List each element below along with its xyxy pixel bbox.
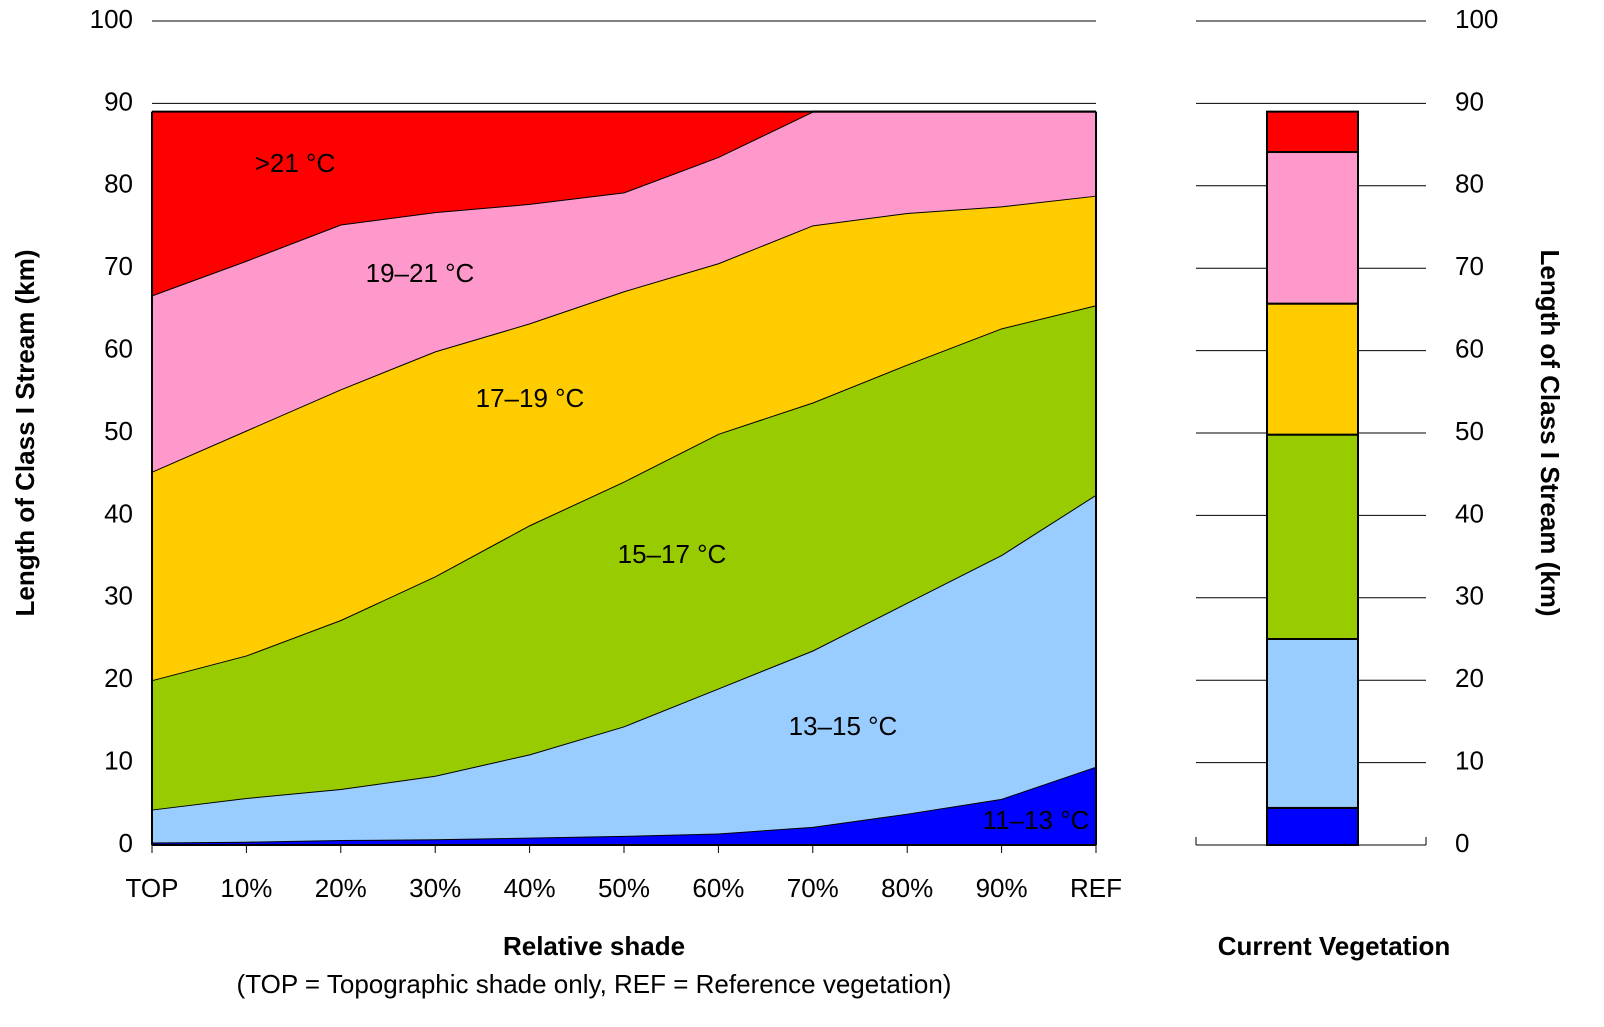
area: [152, 494, 1096, 843]
x-axis-title: Relative shade: [503, 931, 685, 961]
x-tick-label: TOP: [126, 873, 179, 903]
y-tick-label: 0: [1455, 828, 1469, 858]
bar-segment: [1266, 151, 1359, 305]
x-tick-label: 80%: [881, 873, 933, 903]
y-tick-label: 10: [1455, 745, 1484, 775]
y-tick-label: 100: [90, 4, 133, 34]
note: (TOP = Topographic shade only, REF = Ref…: [237, 969, 952, 999]
x-tick-label: 40%: [504, 873, 556, 903]
area-label: 19–21 °C: [366, 258, 475, 288]
y-tick-label: 30: [104, 581, 133, 611]
area-label: >21 °C: [255, 148, 336, 178]
x-tick-label: 20%: [315, 873, 367, 903]
area-label: 13–15 °C: [789, 711, 898, 741]
y-tick-label: 80: [1455, 169, 1484, 199]
y-tick-label: 40: [104, 498, 133, 528]
bar-segment: [1266, 302, 1359, 436]
y-tick-label: 60: [104, 333, 133, 363]
x-tick-label: 70%: [787, 873, 839, 903]
x-tick-label: 90%: [976, 873, 1028, 903]
y-tick-label: 30: [1455, 581, 1484, 611]
bar-segment: [1266, 110, 1359, 154]
y-tick-label: 90: [104, 86, 133, 116]
y-tick-label: 40: [1455, 498, 1484, 528]
x-tick-label: 10%: [220, 873, 272, 903]
bar-segment: [1266, 638, 1359, 809]
area: [152, 305, 1096, 810]
y-tick-label: 0: [119, 828, 133, 858]
area-label: 15–17 °C: [618, 539, 727, 569]
y-axis-title: Length of Class I Stream (km): [10, 250, 40, 617]
area-label: 11–13 °C: [983, 805, 1090, 835]
y-tick-label: 70: [104, 251, 133, 281]
bar-segment: [1266, 806, 1359, 846]
y-tick-label: 60: [1455, 333, 1484, 363]
x-tick-label: 60%: [692, 873, 744, 903]
y-tick-label: 80: [104, 169, 133, 199]
y-tick-label: 10: [104, 745, 133, 775]
y-tick-label: 100: [1455, 4, 1498, 34]
x-tick-label: 50%: [598, 873, 650, 903]
x-tick-label: 30%: [409, 873, 461, 903]
area: [152, 111, 1096, 472]
area: [152, 766, 1096, 845]
y-tick-label: 20: [1455, 663, 1484, 693]
y-tick-label: 50: [1455, 416, 1484, 446]
area: [152, 111, 1096, 296]
area-label: 17–19 °C: [476, 383, 585, 413]
y-tick-label: 20: [104, 663, 133, 693]
x-axis-title: Current Vegetation: [1218, 931, 1451, 961]
y-tick-label: 50: [104, 416, 133, 446]
y-tick-label: 70: [1455, 251, 1484, 281]
bar-segment: [1266, 433, 1359, 641]
y-tick-label: 90: [1455, 86, 1484, 116]
y-axis-title: Length of Class I Stream (km): [1535, 250, 1565, 617]
x-tick-label: REF: [1070, 873, 1122, 903]
area: [152, 195, 1096, 681]
